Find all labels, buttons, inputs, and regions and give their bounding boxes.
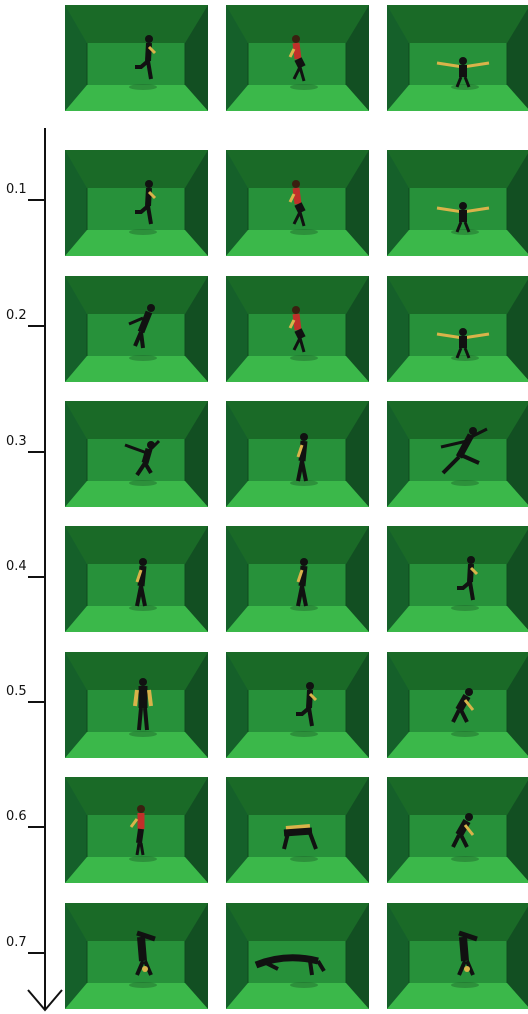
threshold-label: 0.4: [6, 559, 27, 574]
frame-thumbnail: [65, 276, 208, 382]
frame-thumbnail: [387, 903, 528, 1009]
frame-thumbnail: [387, 150, 528, 256]
threshold-label: 0.6: [6, 809, 27, 824]
threshold-label: 0.2: [6, 308, 27, 323]
axis-tick: [28, 199, 46, 201]
frame-thumbnail: [65, 652, 208, 758]
threshold-label: 0.5: [6, 684, 27, 699]
frame-thumbnail: [387, 401, 528, 507]
frame-thumbnail: [65, 526, 208, 632]
frame-thumbnail: [226, 777, 369, 883]
axis-tick: [28, 952, 46, 954]
frame-thumbnail: [226, 401, 369, 507]
axis-tick: [28, 576, 46, 578]
axis-tick: [28, 325, 46, 327]
frame-thumbnail: [226, 150, 369, 256]
frame-thumbnail: [226, 5, 369, 111]
frame-thumbnail: [226, 652, 369, 758]
frame-thumbnail: [226, 903, 369, 1009]
axis-arrowhead: [27, 989, 63, 1012]
axis-tick: [28, 451, 46, 453]
frame-thumbnail: [387, 5, 528, 111]
frame-thumbnail: [387, 526, 528, 632]
threshold-label: 0.1: [6, 182, 27, 197]
frame-thumbnail: [65, 401, 208, 507]
threshold-label: 0.3: [6, 434, 27, 449]
frame-thumbnail: [387, 276, 528, 382]
axis-tick: [28, 701, 46, 703]
frame-thumbnail: [226, 526, 369, 632]
frame-thumbnail: [65, 903, 208, 1009]
frame-thumbnail: [65, 777, 208, 883]
axis-tick: [28, 826, 46, 828]
frame-thumbnail: [226, 276, 369, 382]
frame-thumbnail: [387, 652, 528, 758]
frame-thumbnail: [65, 5, 208, 111]
frame-thumbnail: [65, 150, 208, 256]
threshold-label: 0.7: [6, 935, 27, 950]
frame-thumbnail: [387, 777, 528, 883]
